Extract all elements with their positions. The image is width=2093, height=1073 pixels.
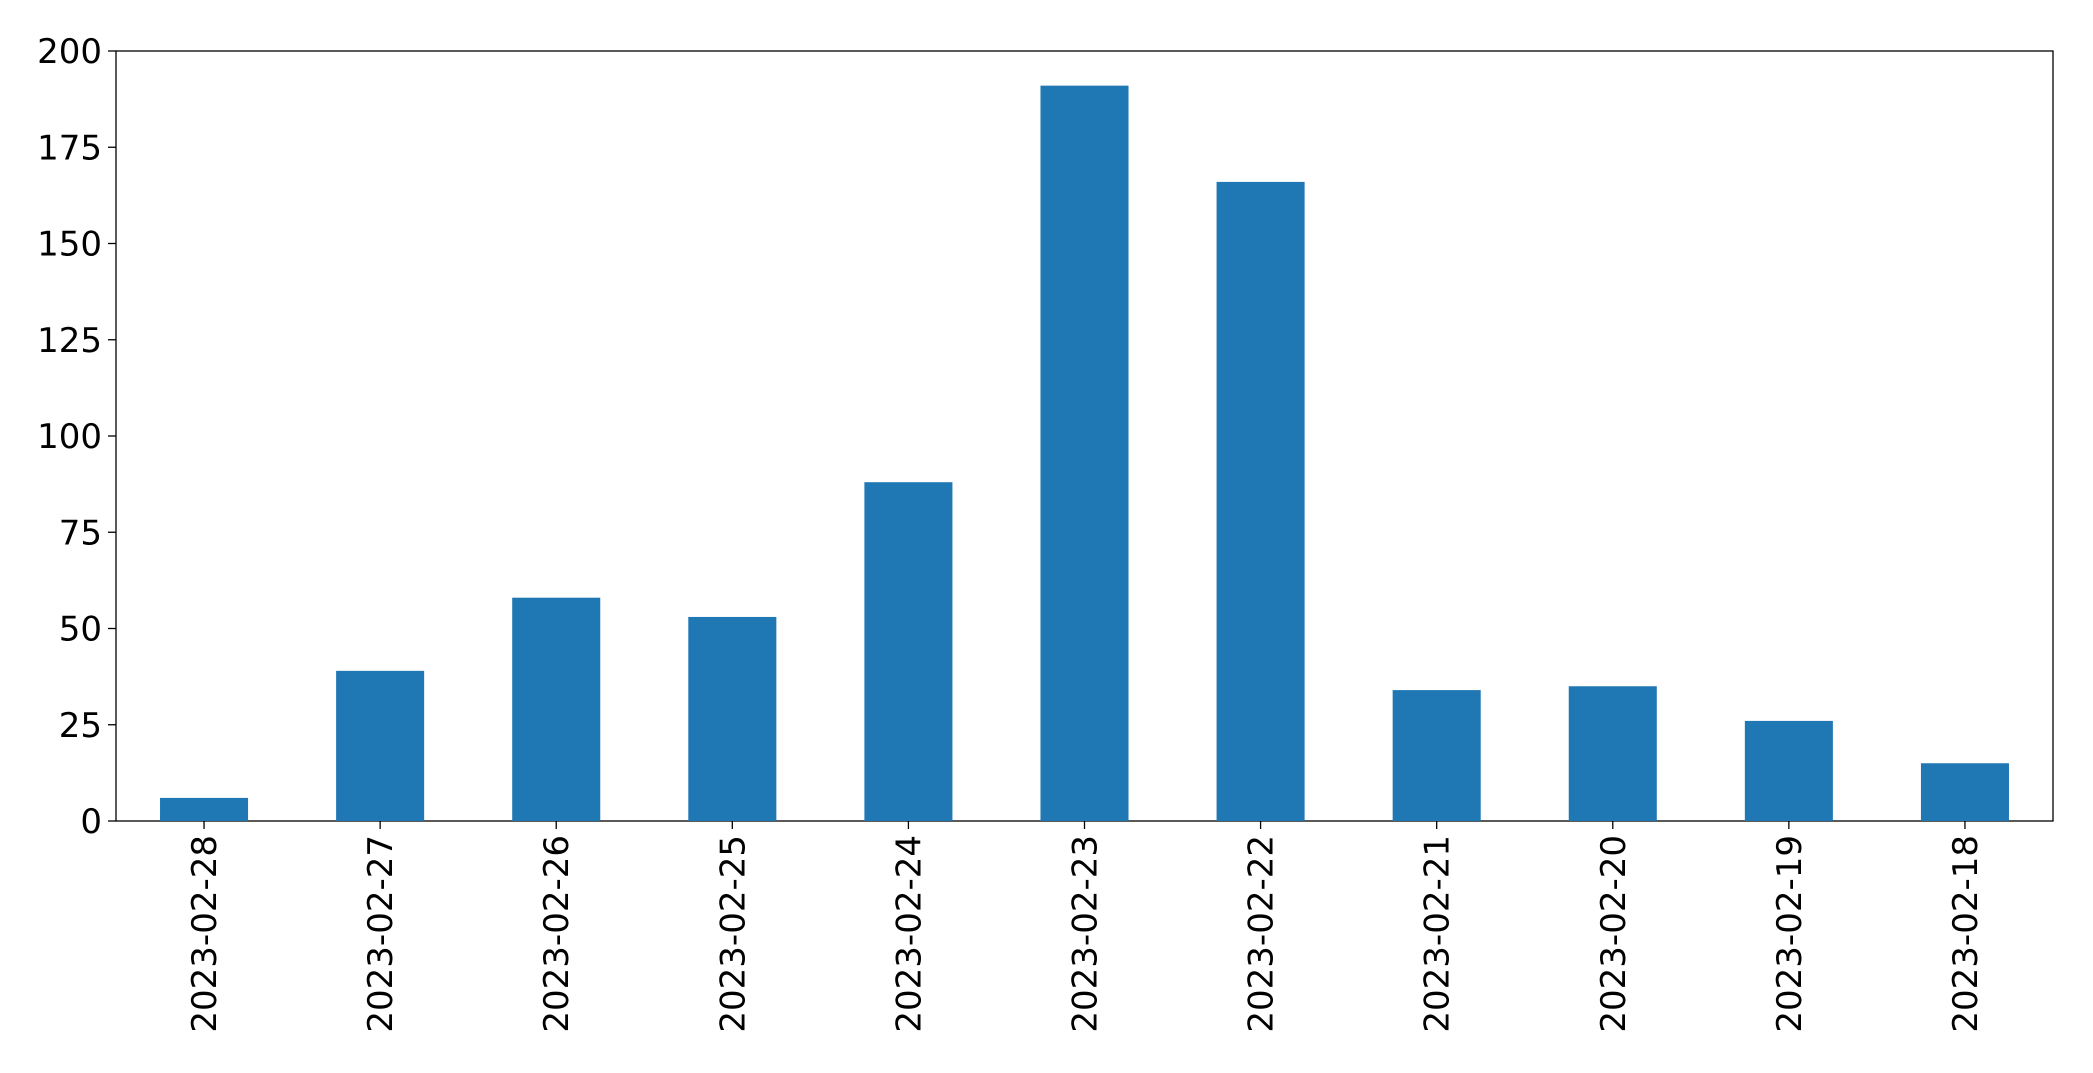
y-tick-label: 175 bbox=[37, 128, 102, 168]
y-tick-label: 0 bbox=[80, 802, 102, 842]
y-tick-label: 100 bbox=[37, 417, 102, 457]
x-tick-label: 2023-02-26 bbox=[537, 835, 577, 1033]
x-tick-label: 2023-02-20 bbox=[1594, 835, 1634, 1033]
bar bbox=[160, 797, 249, 821]
bar bbox=[512, 597, 601, 821]
y-tick-label: 75 bbox=[59, 513, 102, 553]
x-tick-label: 2023-02-22 bbox=[1242, 835, 1282, 1033]
bar bbox=[1216, 181, 1305, 821]
bar bbox=[688, 616, 777, 821]
x-tick-label: 2023-02-18 bbox=[1946, 835, 1986, 1033]
bar bbox=[1392, 690, 1481, 821]
y-tick-label: 200 bbox=[37, 32, 102, 72]
x-tick-label: 2023-02-27 bbox=[361, 835, 401, 1033]
bar bbox=[1744, 720, 1833, 821]
bar bbox=[1920, 763, 2009, 821]
y-tick-label: 50 bbox=[59, 610, 102, 650]
x-tick-label: 2023-02-23 bbox=[1066, 835, 1106, 1033]
bar bbox=[1040, 85, 1129, 821]
bar bbox=[864, 482, 953, 821]
x-tick-label: 2023-02-21 bbox=[1418, 835, 1458, 1033]
x-tick-label: 2023-02-24 bbox=[889, 835, 929, 1033]
x-tick-label: 2023-02-28 bbox=[185, 835, 225, 1033]
y-tick-label: 25 bbox=[59, 706, 102, 746]
y-tick-label: 125 bbox=[37, 321, 102, 361]
y-tick-label: 150 bbox=[37, 225, 102, 265]
x-tick-label: 2023-02-19 bbox=[1770, 835, 1810, 1033]
bar bbox=[336, 670, 425, 821]
x-tick-label: 2023-02-25 bbox=[713, 835, 753, 1033]
bar bbox=[1568, 686, 1657, 821]
